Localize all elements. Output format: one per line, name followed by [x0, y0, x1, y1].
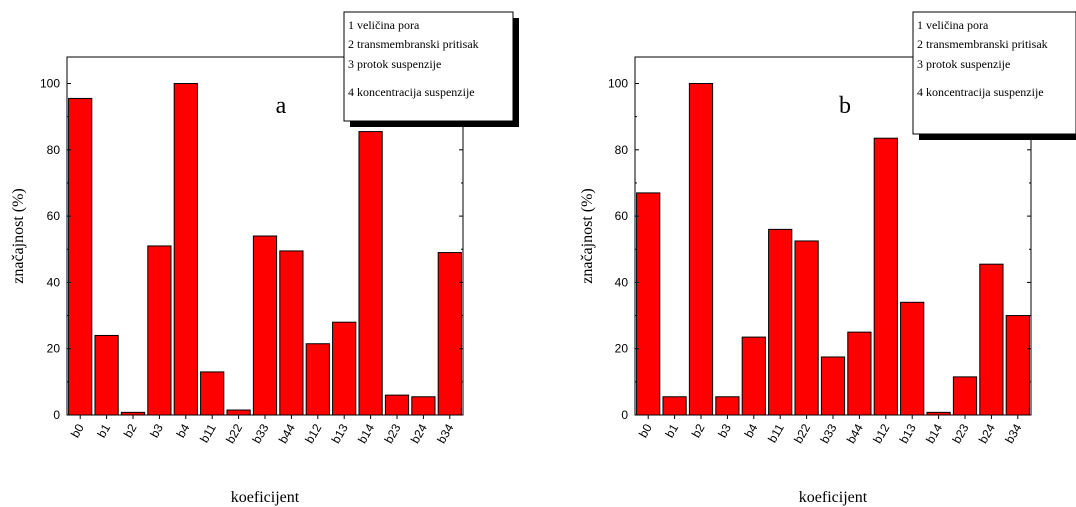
bar-b33: [252, 235, 278, 416]
bar-b11: [200, 371, 225, 416]
x-tick-label-b34: b34: [434, 421, 456, 446]
bar-b3: [147, 245, 172, 416]
legend-entry: 1 veličina pora: [917, 18, 989, 32]
bar-b14: [358, 131, 383, 416]
legend-box: 1 veličina pora 2 transmembranski pritis…: [912, 11, 1076, 140]
bar-b3: [715, 396, 740, 416]
y-tick-label: 0: [53, 408, 60, 422]
bar-b44: [847, 331, 872, 416]
y-axis-label: značajnost (%): [10, 188, 27, 284]
x-tick-label-b24: b24: [408, 421, 430, 446]
bar-b22: [794, 240, 819, 416]
x-tick-label-b34: b34: [1002, 421, 1024, 446]
x-tick-label-b12: b12: [302, 421, 324, 446]
legend-background: [343, 11, 514, 122]
x-tick-label-b22: b22: [791, 421, 813, 446]
x-axis-label: koeficijent: [799, 489, 868, 506]
bar-b4: [741, 336, 766, 416]
bar-b13: [900, 301, 925, 416]
bar-b13: [332, 321, 357, 416]
bar-b44: [279, 250, 304, 416]
x-tick-label-b4: b4: [174, 421, 193, 440]
bar-b0: [636, 192, 661, 416]
bar-b0: [68, 97, 93, 416]
x-tick-label-b2: b2: [689, 421, 708, 440]
panel-label: a: [276, 93, 287, 119]
x-tick-label-b44: b44: [276, 421, 298, 446]
bar-b12: [305, 343, 330, 416]
legend-entry: 3 protok suspenzije: [917, 57, 1010, 71]
y-axis-ticks: 0 20 40 60 80 100: [608, 77, 1031, 422]
x-axis-label: koeficijent: [231, 489, 300, 506]
y-axis-ticks: 0 20 40 60 80 100: [40, 77, 463, 422]
x-tick-label-b13: b13: [897, 421, 919, 446]
x-tick-label-b33: b33: [817, 421, 839, 446]
x-tick-label-b23: b23: [949, 421, 971, 446]
legend-entry: 4 koncentracija suspenzije: [348, 85, 475, 99]
x-tick-label-b11: b11: [765, 421, 787, 445]
x-tick-label-b24: b24: [976, 421, 998, 446]
y-tick-label: 100: [608, 77, 628, 91]
legend-entry: 4 koncentracija suspenzije: [917, 85, 1044, 99]
x-tick-label-b2: b2: [121, 421, 140, 440]
legend-entry: 2 transmembranski pritisak: [917, 37, 1048, 51]
y-tick-label: 20: [615, 342, 629, 356]
x-axis-ticks: b0 b1 b2 b3 b4 b11 b22 b33 b44 b12 b13 b14 b23 b24 b34: [636, 415, 1025, 446]
bar-b1: [94, 334, 119, 416]
y-tick-label: 60: [47, 209, 61, 223]
panel-label: b: [839, 93, 851, 119]
bar-b14: [926, 411, 951, 416]
x-tick-label-b14: b14: [355, 421, 377, 446]
x-tick-label-b22: b22: [223, 421, 245, 446]
y-tick-label: 80: [615, 143, 629, 157]
bar-b12: [873, 137, 898, 416]
legend-box: 1 veličina pora 2 transmembranski pritis…: [343, 11, 519, 127]
bar-b4: [173, 83, 198, 416]
x-tick-label-b44: b44: [844, 421, 866, 446]
x-tick-label-b14: b14: [923, 421, 945, 446]
x-tick-label-b3: b3: [715, 421, 734, 440]
x-tick-label-b0: b0: [68, 421, 87, 440]
y-tick-label: 40: [615, 275, 629, 289]
x-tick-label-b3: b3: [147, 421, 166, 440]
y-tick-label: 60: [615, 209, 629, 223]
legend-background: [912, 11, 1076, 135]
bar-b1: [662, 396, 687, 416]
x-tick-label-b1: b1: [662, 421, 681, 440]
bar-b34: [437, 252, 462, 416]
bar-b24: [411, 396, 436, 416]
y-tick-label: 0: [621, 408, 628, 422]
bar-b2: [120, 411, 146, 416]
bar-b2: [688, 83, 714, 416]
bar-b11: [768, 228, 793, 416]
x-tick-label-b12: b12: [870, 421, 892, 446]
legend-entry: 2 transmembranski pritisak: [348, 37, 479, 51]
x-tick-label-b11: b11: [197, 421, 219, 445]
legend-entry: 3 protok suspenzije: [348, 57, 441, 71]
x-tick-label-b23: b23: [381, 421, 403, 446]
bar-b34: [1005, 315, 1030, 416]
y-tick-label: 80: [47, 143, 61, 157]
x-tick-label-b1: b1: [94, 421, 113, 440]
x-tick-label-b4: b4: [742, 421, 761, 440]
bar-group: [68, 83, 462, 416]
y-tick-label: 100: [40, 77, 60, 91]
y-tick-label: 40: [47, 275, 61, 289]
bar-b24: [979, 263, 1004, 416]
x-tick-label-b13: b13: [329, 421, 351, 446]
bar-group: [636, 83, 1030, 416]
bar-b23: [384, 394, 410, 416]
bar-b23: [952, 376, 978, 416]
x-axis-ticks: b0 b1 b2 b3 b4 b11 b22 b33 b44 b12 b13 b14 b23 b24 b34: [68, 415, 457, 446]
legend-entry: 1 veličina pora: [348, 18, 420, 32]
x-tick-label-b0: b0: [636, 421, 655, 440]
y-axis-label: značajnost (%): [579, 188, 596, 284]
y-tick-label: 20: [47, 342, 61, 356]
x-tick-label-b33: b33: [249, 421, 271, 446]
bar-b33: [820, 356, 846, 416]
bar-b22: [226, 409, 251, 416]
